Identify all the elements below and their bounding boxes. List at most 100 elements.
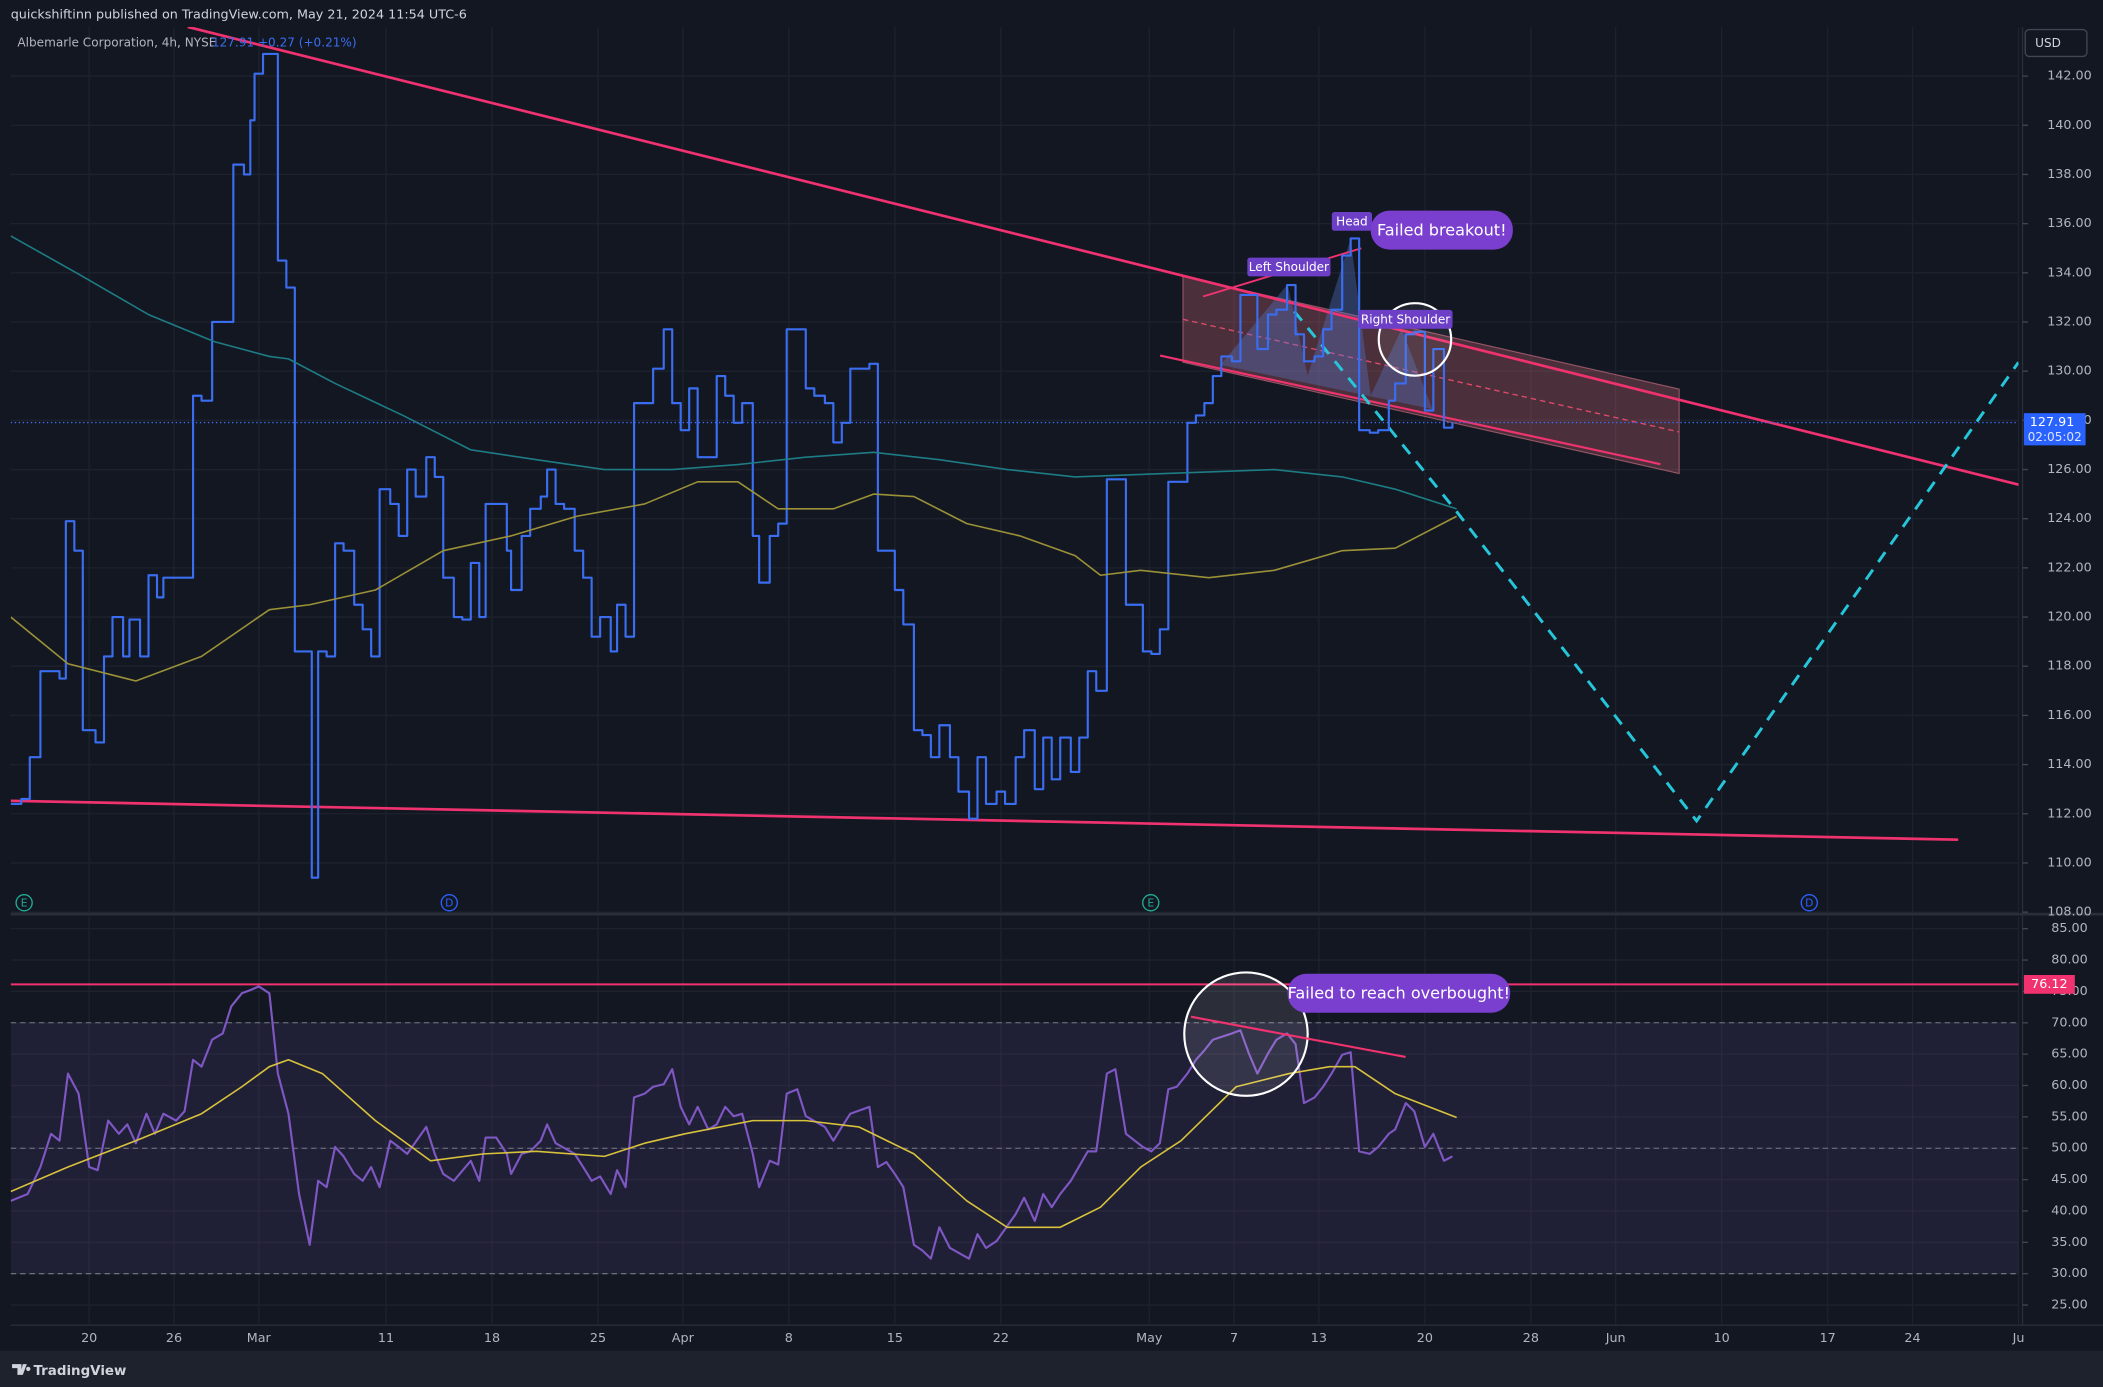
y-tick-label: 142.00 [2047, 69, 2092, 84]
y-tick-label: 85.00 [2051, 921, 2087, 936]
symbol: Albemarle Corporation, 4h, NYSE [17, 36, 216, 50]
last-price-label: 127.91 [2030, 415, 2075, 430]
y-tick-label: 130.00 [2047, 364, 2092, 379]
price-badge [2023, 413, 2086, 446]
y-tick-label: 136.00 [2047, 216, 2092, 231]
y-tick-label: 132.00 [2047, 314, 2092, 329]
y-tick-label: 112.00 [2047, 806, 2092, 821]
label-box [1331, 212, 1373, 231]
event-marker[interactable] [1142, 894, 1160, 912]
y-tick-label: 80.00 [2051, 953, 2087, 968]
annotation: Left Shoulder [1249, 260, 1329, 274]
axes: 20 26 Mar 11 18 25 Apr 8 15 22 May 7 13 20 28 Jun 10 17 24… [81, 69, 2092, 1347]
highlight-circle [1183, 971, 1309, 1097]
price-plot [10, 52, 2019, 879]
x-tick-label: Apr [672, 1331, 695, 1346]
y-tick-label: 116.00 [2047, 708, 2092, 723]
x-tick-label: 8 [785, 1331, 793, 1346]
x-tick-label: 15 [887, 1331, 903, 1346]
annotation: Failed breakout! [1377, 220, 1507, 239]
y-tick-label: 108.00 [2047, 905, 2092, 920]
x-tick-label: 28 [1523, 1331, 1539, 1346]
event-marker[interactable] [15, 894, 33, 912]
y-tick-label: 65.00 [2051, 1047, 2087, 1062]
event-label: E [1147, 896, 1154, 909]
hs-pattern [1220, 238, 1433, 410]
x-tick-label: 7 [1230, 1331, 1238, 1346]
x-tick-label: 17 [1820, 1331, 1836, 1346]
rsi-plot [10, 983, 2019, 1275]
y-tick-label: 45.00 [2051, 1172, 2087, 1187]
x-tick-label: 25 [590, 1331, 606, 1346]
event-marker[interactable] [1800, 894, 1818, 912]
series-line [10, 1058, 1457, 1229]
y-tick-label: 138.00 [2047, 167, 2092, 182]
y-tick-label: 60.00 [2051, 1078, 2087, 1093]
x-tick-label: 24 [1904, 1331, 1920, 1346]
x-tick-label: Ju [2012, 1331, 2025, 1346]
y-tick-label: 140.00 [2047, 118, 2092, 133]
y-tick-label: 70.00 [2051, 1015, 2087, 1030]
y-tick-label: 55.00 [2051, 1109, 2087, 1124]
y-tick-label: 25.00 [2051, 1298, 2087, 1313]
footer-bar [0, 1350, 2103, 1387]
y-tick-label: 30.00 [2051, 1266, 2087, 1281]
y-tick-label: 120.00 [2047, 610, 2092, 625]
annotation: Failed to reach overbought! [1288, 983, 1510, 1002]
y-tick-label: 124.00 [2047, 511, 2092, 526]
byline: quickshiftinn published on TradingView.c… [11, 7, 467, 22]
quote: 127.91 +0.27 (+0.21%) [212, 36, 357, 50]
price-grid [10, 26, 2020, 913]
x-tick-label: 11 [378, 1331, 394, 1346]
header-bar [0, 0, 2103, 27]
series-line [10, 481, 1458, 682]
level-badge [2023, 974, 2075, 994]
currency: USD [2035, 36, 2061, 50]
price-scale [2022, 26, 2103, 1326]
event-label: D [1805, 896, 1813, 909]
y-tick-label: 126.00 [2047, 462, 2092, 477]
countdown: 02:05:02 [2028, 430, 2082, 444]
channel-low [1159, 354, 1661, 466]
x-tick-label: 20 [81, 1331, 97, 1346]
y-tick-label: 35.00 [2051, 1235, 2087, 1250]
x-tick-label: Mar [247, 1331, 272, 1346]
event-label: E [21, 896, 28, 909]
rsi-callouts: Failed to reach overbought! [1183, 971, 1511, 1097]
channel-mid [1182, 318, 1680, 433]
x-tick-label: May [1136, 1331, 1163, 1346]
x-tick-label: 18 [484, 1331, 500, 1346]
event-label: D [445, 896, 453, 909]
support-line [10, 799, 1959, 842]
brand: TradingView [34, 1364, 127, 1379]
y-tick-label: 134.00 [2047, 265, 2092, 280]
y-tick-label: 110.00 [2047, 855, 2092, 870]
x-tick-label: Jun [1605, 1331, 1626, 1346]
x-tick-label: 10 [1714, 1331, 1730, 1346]
event-marker[interactable] [440, 894, 459, 912]
annotation: Head [1336, 215, 1368, 229]
drawings [10, 26, 2019, 842]
y-tick-label: 114.00 [2047, 757, 2092, 772]
x-tick-label: 22 [993, 1331, 1009, 1346]
brand-logo [12, 1364, 31, 1375]
y-tick-label: 50.00 [2051, 1141, 2087, 1156]
currency-box[interactable] [2024, 28, 2088, 58]
x-tick-label: 26 [166, 1331, 182, 1346]
callouts: Left Shoulder Head Right Shoulder Failed… [15, 210, 1818, 912]
series-line [10, 52, 1454, 879]
callout-pill [1287, 973, 1511, 1013]
trend-line [187, 26, 2019, 486]
y-tick-label: 118.00 [2047, 659, 2092, 674]
annotation: Right Shoulder [1361, 312, 1450, 326]
y-tick-label: 122.00 [2047, 560, 2092, 575]
label-box [1247, 257, 1331, 277]
y-tick-label: 40.00 [2051, 1203, 2087, 1218]
label-box [1358, 309, 1453, 329]
x-tick-label: 20 [1417, 1331, 1433, 1346]
callout-pill [1370, 210, 1513, 250]
x-tick-label: 13 [1311, 1331, 1327, 1346]
divergence-line [1190, 1015, 1406, 1059]
